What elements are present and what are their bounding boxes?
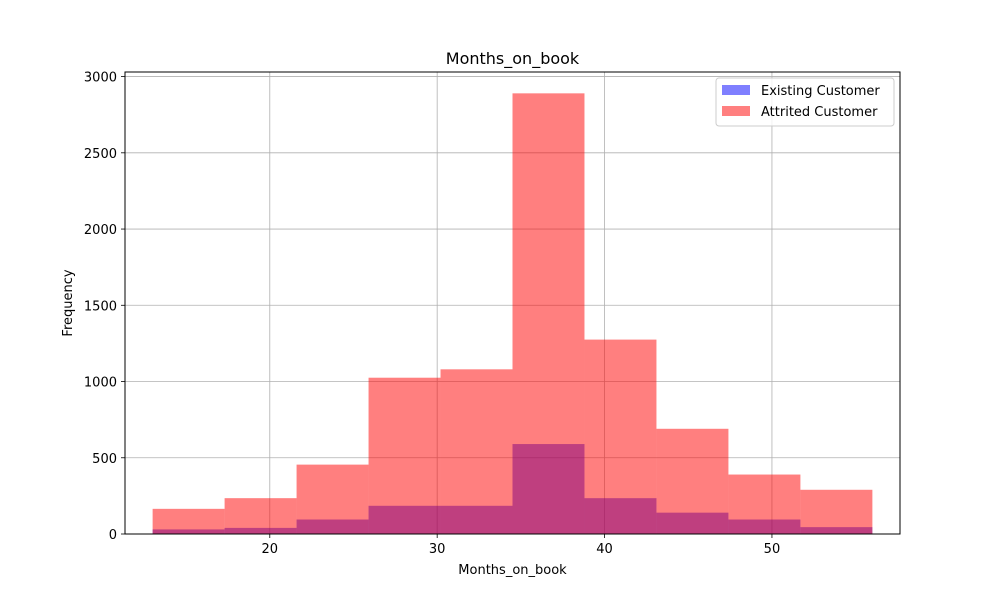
legend-swatch-attrited-customer	[722, 106, 750, 116]
y-tick-label: 2500	[84, 147, 117, 162]
bar-attrited-customer	[512, 93, 585, 535]
y-tick-label: 3000	[84, 71, 117, 86]
x-tick-label: 30	[429, 542, 446, 557]
legend-label-attrited-customer: Attrited Customer	[761, 105, 878, 120]
y-tick-label: 2000	[84, 223, 117, 238]
bar-attrited-customer	[224, 498, 297, 534]
y-tick-label: 500	[92, 452, 117, 467]
legend-label-existing-customer: Existing Customer	[761, 84, 880, 99]
legend: Existing Customer Attrited Customer	[715, 77, 895, 127]
y-tick-label: 1500	[84, 299, 117, 314]
bar-attrited-customer	[800, 489, 873, 534]
y-tick-label: 1000	[84, 376, 117, 391]
bars	[152, 93, 873, 535]
y-axis-label: Frequency	[61, 269, 76, 336]
x-tick-label: 20	[262, 542, 279, 557]
y-tick-label: 0	[109, 528, 117, 543]
chart-title: Months_on_book	[446, 49, 580, 69]
bar-attrited-customer	[368, 377, 441, 534]
bar-attrited-customer	[728, 474, 801, 534]
x-axis-label: Months_on_book	[458, 563, 567, 578]
x-tick-label: 40	[596, 542, 613, 557]
legend-swatch-existing-customer	[722, 85, 750, 95]
x-tick-label: 50	[764, 542, 781, 557]
bar-attrited-customer	[584, 339, 657, 534]
bar-attrited-customer	[296, 464, 369, 534]
bar-attrited-customer	[656, 428, 729, 534]
bar-attrited-customer	[440, 369, 513, 534]
bar-attrited-customer	[152, 508, 225, 534]
legend-box	[715, 77, 895, 127]
plot-frame	[124, 71, 901, 535]
